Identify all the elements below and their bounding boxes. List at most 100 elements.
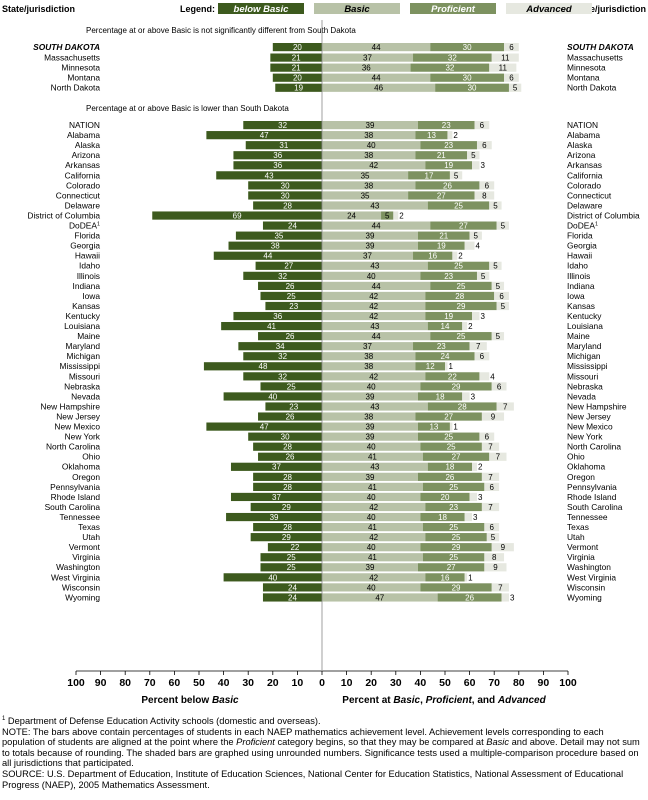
state-label-left: Massachusetts: [44, 53, 100, 63]
label-below-basic: 29: [282, 503, 291, 512]
label-below-basic: 23: [289, 402, 298, 411]
bar-proficient: [425, 161, 473, 170]
footnote: 1 Department of Defense Education Activi…: [2, 716, 321, 727]
bar-advanced: [484, 523, 500, 532]
bar-row: California California 43 35 17 5: [65, 170, 603, 180]
label-basic: 43: [370, 322, 379, 331]
label-basic: 39: [366, 392, 375, 401]
state-label-left: Texas: [78, 522, 100, 532]
bar-advanced: [469, 492, 477, 502]
bar-below-basic: [253, 472, 322, 481]
legend-label-advanced: Advanced: [525, 4, 572, 15]
state-label-left: Vermont: [69, 542, 101, 552]
label-basic: 35: [361, 191, 370, 200]
state-label-left: South Carolina: [45, 502, 101, 512]
label-advanced: 1: [453, 423, 458, 432]
state-label-left: North Carolina: [46, 442, 100, 452]
label-advanced: 4: [490, 372, 495, 381]
bar-below-basic: [226, 512, 322, 522]
label-advanced: 11: [499, 64, 508, 73]
state-label-left: DoDEA1: [69, 221, 100, 231]
bar-advanced: [445, 362, 448, 371]
label-basic: 43: [370, 463, 379, 472]
state-label-left: Alabama: [67, 130, 100, 140]
state-label-right: Maine: [567, 331, 590, 341]
label-basic: 38: [364, 412, 373, 421]
label-proficient: 24: [441, 352, 450, 361]
bar-row: Utah Utah 29 42 25 5: [82, 532, 585, 542]
bar-below-basic: [272, 43, 322, 52]
label-basic: 37: [363, 342, 372, 351]
state-label-left: Tennessee: [59, 512, 100, 522]
bar-proficient: [413, 342, 470, 351]
bar-advanced: [452, 251, 458, 260]
bar-advanced: [481, 442, 500, 451]
state-label-left: Indiana: [73, 281, 101, 291]
bar-basic: [322, 63, 411, 72]
label-below-basic: 30: [281, 181, 290, 190]
bar-proficient: [425, 533, 487, 542]
bar-basic: [322, 402, 428, 411]
bar-row: Hawaii Hawaii 44 37 16 2: [75, 251, 592, 261]
label-below-basic: 28: [283, 201, 292, 210]
state-label-right: Hawaii: [567, 251, 592, 261]
label-below-basic: 25: [287, 382, 296, 391]
label-advanced: 3: [473, 513, 478, 522]
bar-row: Nevada Nevada 40 39 18 3: [71, 391, 596, 401]
label-advanced: 7: [488, 443, 493, 452]
state-label-right: Tennessee: [567, 512, 608, 522]
label-below-basic: 32: [278, 352, 287, 361]
label-advanced: 3: [480, 161, 485, 170]
bar-below-basic: [243, 372, 322, 381]
bar-basic: [322, 543, 421, 552]
bar-row: Delaware Delaware 28 43 25 5: [65, 200, 603, 210]
bar-basic: [322, 261, 428, 270]
bar-below-basic: [253, 442, 322, 451]
bar-row: Pennsylvania Pennsylvania 28 41 25 6: [50, 482, 617, 492]
bar-below-basic: [206, 422, 322, 431]
x-tick-label: 80: [119, 677, 131, 689]
bar-below-basic: [235, 231, 322, 240]
label-proficient: 27: [452, 453, 461, 462]
legend-label-proficient: Proficient: [431, 4, 476, 15]
state-label-right: Kentucky: [567, 311, 602, 321]
label-below-basic: 28: [283, 483, 292, 492]
state-label-left: District of Columbia: [27, 210, 100, 220]
state-label-right: Utah: [567, 532, 585, 542]
bar-advanced: [494, 291, 509, 301]
state-label-right: New York: [567, 432, 603, 442]
bar-row: North Carolina North Carolina 28 40 25 7: [46, 442, 621, 452]
label-proficient: 29: [452, 583, 461, 592]
x-tick-label: 20: [365, 677, 377, 689]
label-below-basic: 19: [294, 84, 303, 93]
label-basic: 40: [367, 382, 376, 391]
label-advanced: 8: [482, 191, 487, 200]
bar-row: Wisconsin Wisconsin 24 40 29 7: [62, 582, 606, 592]
legend-label: Legend:: [180, 4, 215, 14]
bar-proficient: [415, 352, 475, 361]
bar-basic: [322, 482, 423, 491]
bar-proficient: [425, 291, 495, 301]
label-proficient: 29: [452, 543, 461, 552]
label-proficient: 20: [441, 493, 450, 502]
bar-row: Minnesota Minnesota 21 36 32 11: [61, 63, 606, 73]
bar-proficient: [422, 553, 485, 562]
bar-basic: [322, 141, 421, 150]
bar-advanced: [467, 151, 480, 160]
label-proficient: 19: [444, 161, 453, 170]
state-label-left: Nevada: [71, 391, 100, 401]
label-below-basic: 20: [293, 43, 302, 52]
bar-advanced: [481, 472, 500, 481]
state-label-right: Idaho: [567, 261, 588, 271]
label-below-basic: 21: [292, 64, 301, 73]
label-basic: 35: [361, 171, 370, 180]
state-label-right: New Mexico: [567, 422, 613, 432]
bar-proficient: [381, 211, 394, 220]
bar-proficient: [417, 422, 450, 431]
state-label-left: New Jersey: [56, 411, 101, 421]
bar-proficient: [415, 151, 468, 160]
bar-below-basic: [258, 412, 322, 421]
bar-row: North Dakota North Dakota 19 46 30 5: [51, 83, 617, 93]
bar-basic: [322, 191, 409, 200]
label-proficient: 12: [426, 362, 435, 371]
